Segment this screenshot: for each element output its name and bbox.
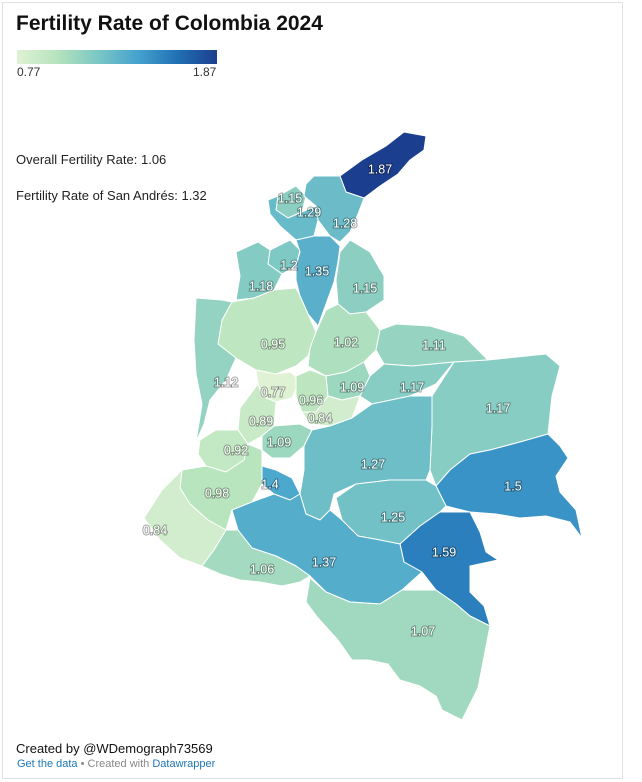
region-value-label: 0.84 [308, 411, 332, 425]
region-value-label: 0.84 [143, 523, 167, 537]
san-andres-note: Fertility Rate of San Andrés: 1.32 [16, 188, 207, 203]
region-value-label: 0.96 [299, 393, 323, 407]
map-labels: 1.871.151.291.281.2 1.351.18 1.150.95 1.02 1… [142, 161, 523, 639]
region-value-label: 1.17 [486, 401, 510, 415]
region-value-label: 1.35 [305, 264, 329, 278]
region-value-label: 1.87 [368, 162, 392, 176]
region-value-label: 1.17 [400, 380, 424, 394]
footer-separator: • Created with [77, 758, 153, 770]
region-value-label: 1.2 [280, 258, 297, 272]
region-value-label: 1.06 [250, 562, 274, 576]
chart-title: Fertility Rate of Colombia 2024 [16, 12, 323, 35]
region-value-label: 1.02 [334, 335, 358, 349]
footer: Get the data • Created with Datawrapper [17, 758, 215, 770]
region-value-label: 1.59 [432, 545, 456, 559]
region-value-label: 0.95 [261, 337, 285, 351]
map-regions [143, 131, 583, 721]
region-value-label: 1.07 [411, 624, 435, 638]
department-region[interactable] [295, 235, 341, 327]
department-region[interactable] [303, 175, 365, 243]
region-value-label: 1.28 [333, 216, 357, 230]
region-value-label: 1.09 [267, 435, 291, 449]
department-region[interactable] [399, 511, 499, 627]
department-region[interactable] [235, 241, 283, 301]
department-region[interactable] [305, 577, 491, 721]
color-legend-bar [17, 50, 217, 64]
datawrapper-link[interactable]: Datawrapper [152, 758, 216, 770]
region-value-label: 1.4 [261, 477, 278, 491]
department-region[interactable] [193, 297, 237, 443]
region-value-label: 1.37 [312, 555, 336, 569]
legend-max-label: 1.87 [193, 65, 217, 79]
region-value-label: 1.29 [297, 205, 321, 219]
department-region[interactable] [143, 469, 227, 567]
region-value-label: 0.77 [261, 385, 285, 399]
legend-min-label: 0.77 [17, 65, 41, 79]
region-value-label: 1.15 [353, 281, 377, 295]
region-value-label: 0.92 [224, 443, 248, 457]
department-region[interactable] [335, 239, 385, 315]
region-value-label: 1.18 [249, 279, 273, 293]
credit-line: Created by @WDemograph73569 [16, 741, 213, 756]
region-value-label: 1.5 [504, 479, 521, 493]
region-value-label: 1.09 [340, 380, 364, 394]
get-the-data-link[interactable]: Get the data [17, 758, 78, 770]
region-value-label: 1.12 [214, 375, 238, 389]
region-value-label: 0.89 [249, 414, 273, 428]
department-region[interactable] [201, 529, 311, 587]
department-region[interactable] [301, 395, 361, 427]
overall-fertility-note: Overall Fertility Rate: 1.06 [16, 152, 167, 167]
region-value-label: 0.98 [205, 486, 229, 500]
region-value-label: 1.15 [278, 191, 302, 205]
region-value-label: 1.27 [361, 457, 385, 471]
region-value-label: 1.11 [422, 338, 445, 352]
region-value-label: 1.25 [381, 510, 405, 524]
